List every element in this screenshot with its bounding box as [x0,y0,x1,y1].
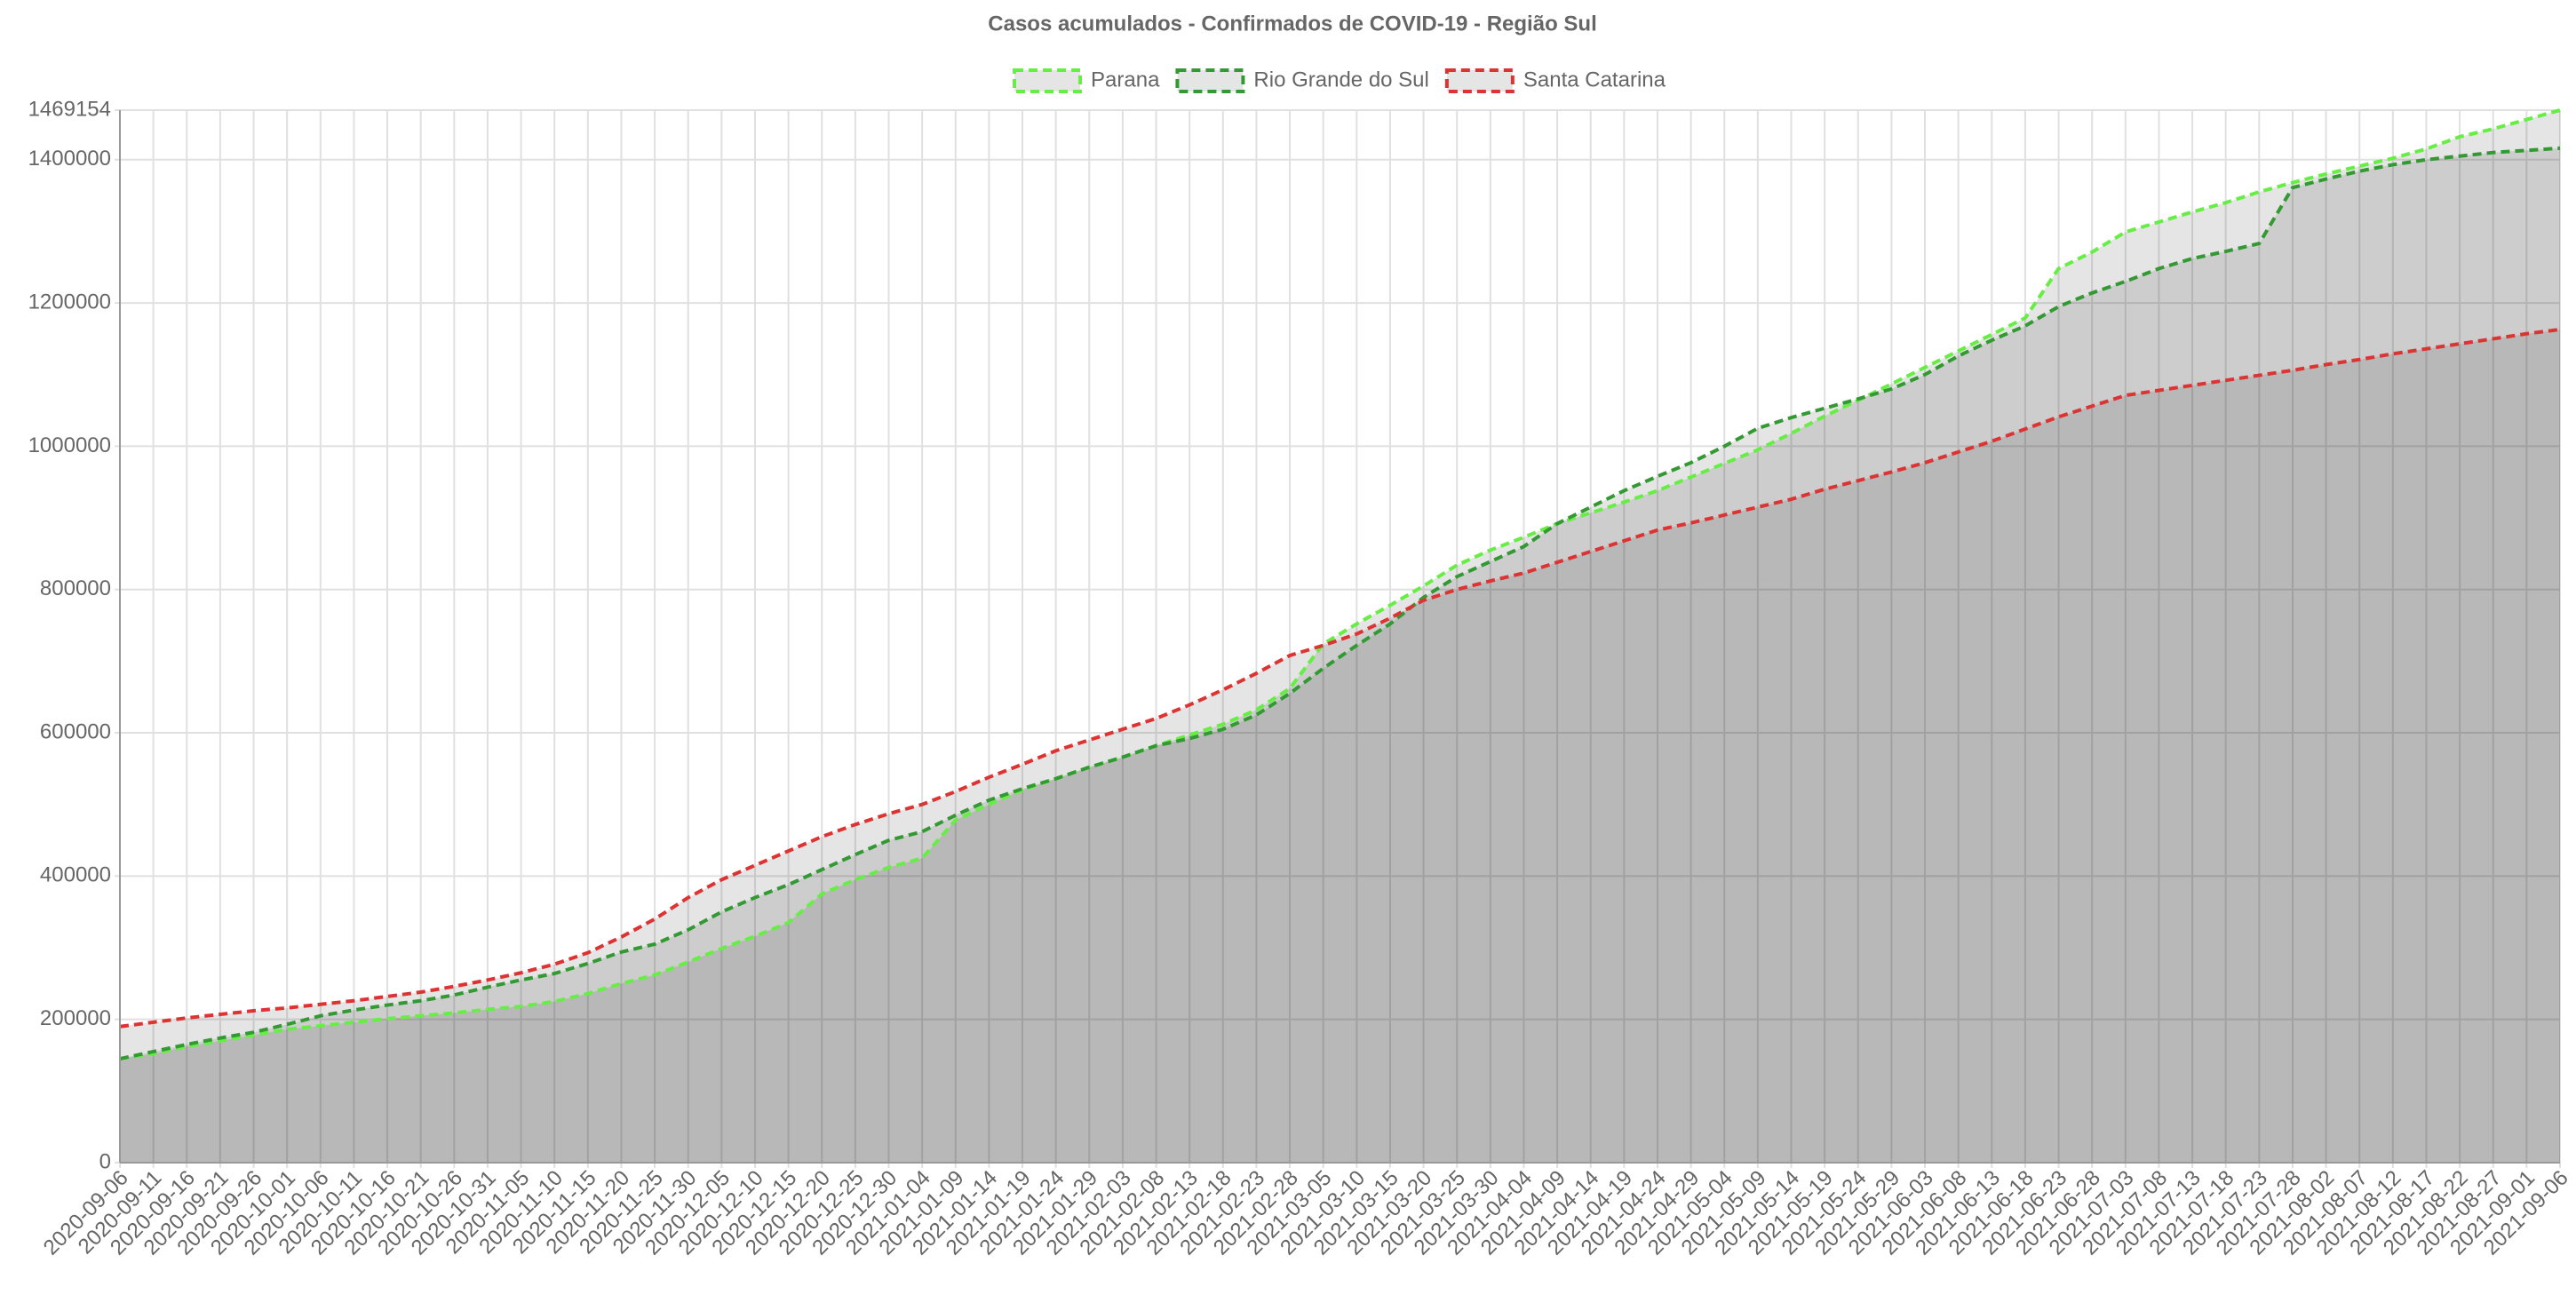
legend-label: Parana [1091,68,1160,91]
area [120,110,2560,1163]
grid [115,109,2561,1168]
y-tick-label: 800000 [40,576,111,600]
y-tick-label: 0 [99,1149,111,1173]
y-tick-label: 1200000 [28,290,111,314]
series-line [119,146,2561,1061]
y-tick-label: 200000 [40,1006,111,1030]
y-tick-label: 1469154 [28,97,111,121]
legend-label: Santa Catarina [1523,68,1666,91]
y-tick-label: 600000 [40,719,111,743]
area [120,329,2560,1164]
legend-swatch [1013,68,1083,93]
chart-title: Casos acumulados - Confirmados de COVID-… [988,12,1596,36]
y-tick-label: 1000000 [28,433,111,457]
legend-label: Rio Grande do Sul [1253,68,1428,91]
y-tick-label: 400000 [40,863,111,887]
y-tick-label: 1400000 [28,147,111,171]
legend-swatch [1175,68,1245,93]
plot [119,108,2561,1164]
series-line [119,108,2561,1061]
legend: Parana Rio Grande do Sul Santa Catarina [1013,68,1666,93]
legend-swatch [1444,68,1515,93]
